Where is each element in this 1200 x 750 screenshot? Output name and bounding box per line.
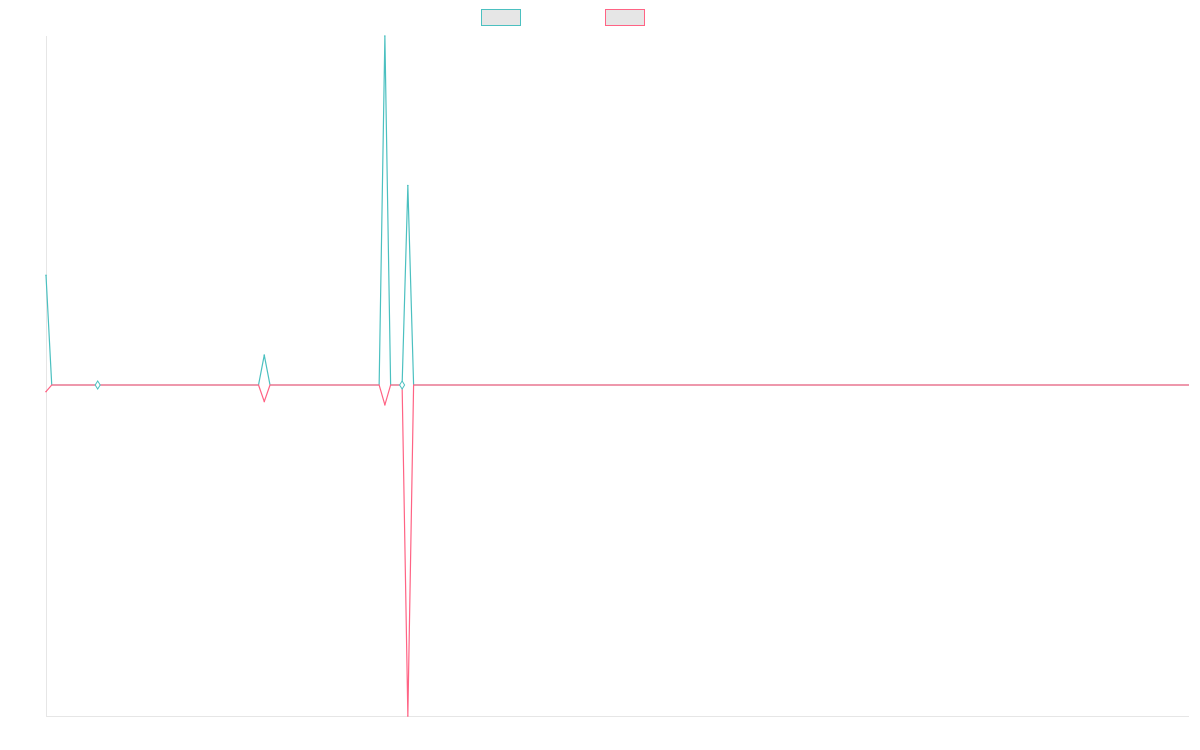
series-2-point-6 <box>263 400 266 403</box>
series-2-point-0 <box>45 390 47 393</box>
zero-marker-2 <box>399 380 406 390</box>
series-1-point-11 <box>384 35 386 37</box>
legend <box>481 9 645 26</box>
series-1-point-8 <box>263 354 266 356</box>
series-line-1 <box>45 35 1189 386</box>
legend-swatch-1[interactable] <box>481 9 521 26</box>
series-1-point-0 <box>45 274 47 277</box>
series-2-point-9 <box>384 404 386 406</box>
series-2-point-12 <box>407 715 409 717</box>
series-layer <box>45 35 1189 717</box>
series-line-2 <box>45 384 1189 717</box>
series-1-point-14 <box>407 184 409 187</box>
zero-marker-1 <box>94 380 101 390</box>
legend-swatch-2[interactable] <box>605 9 645 26</box>
axes <box>46 36 1189 717</box>
